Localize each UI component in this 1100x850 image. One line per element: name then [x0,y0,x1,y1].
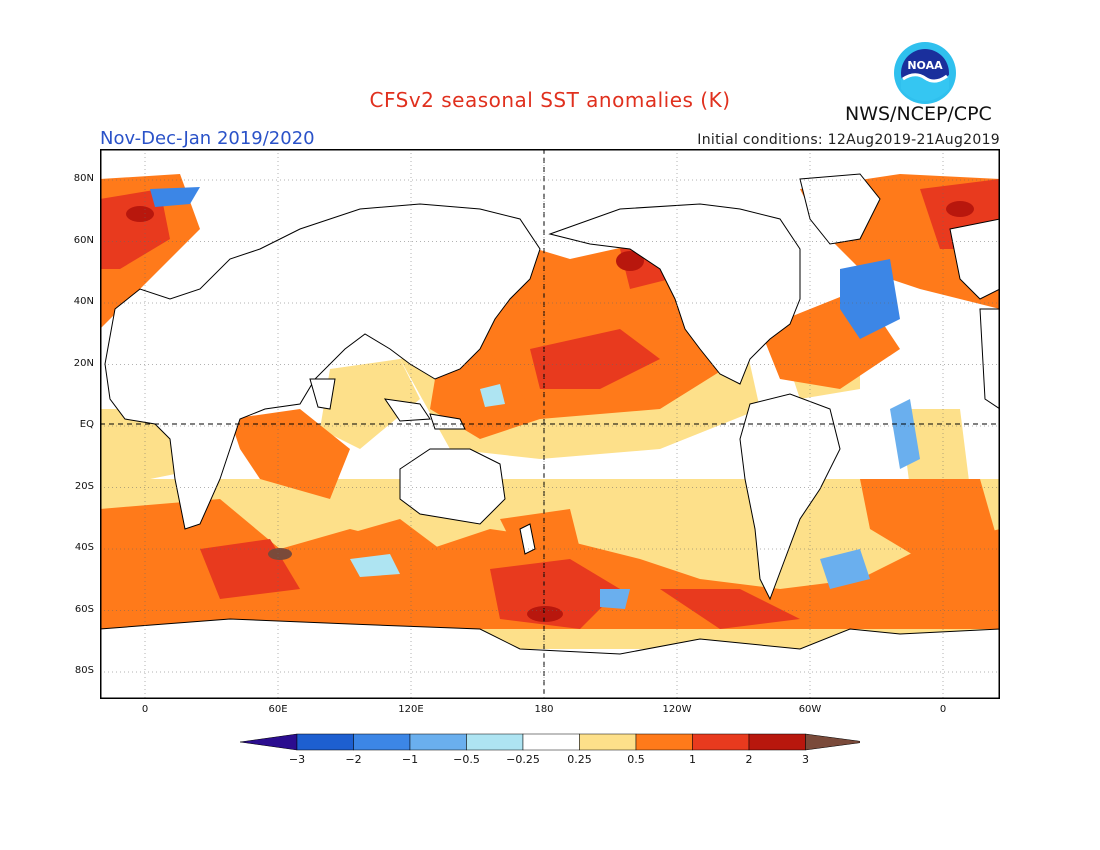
colorbar-tick-label: 2 [746,753,753,766]
longitude-label: 0 [141,704,149,715]
colorbar-bin [522,733,580,751]
longitude-label: 180 [534,704,554,715]
longitude-label: 60W [798,704,822,715]
noaa-logo: NOAA [893,41,957,105]
latitude-label: 80N [73,173,94,184]
forecast-period: Nov-Dec-Jan 2019/2020 [100,128,315,149]
latitude-label: 20N [73,357,94,369]
colorbar-bin [296,733,354,751]
colorbar-tick-label: −2 [345,753,361,766]
longitude-label: 0 [939,704,947,715]
latitude-label: 80S [74,665,94,676]
map-border [100,149,1000,699]
latitude-label: 60N [73,234,94,246]
latitude-label: 40S [74,542,94,553]
latitude-label: 20S [74,480,94,492]
colorbar-high-extension [805,733,860,751]
colorbar-tick-label: 0.5 [627,753,645,766]
latitude-label: EQ [79,419,94,430]
colorbar-bin [353,733,411,751]
colorbar-low-extension [240,733,298,751]
colorbar-bin [692,733,750,751]
colorbar-tick-label: −1 [402,753,418,766]
colorbar-tick-label: −3 [289,753,305,766]
colorbar-bin [409,733,467,751]
noaa-logo-text: NOAA [907,59,943,72]
colorbar-bin [579,733,637,751]
colorbar-tick-label: 1 [689,753,696,766]
longitude-label: 120W [662,704,692,715]
initial-conditions: Initial conditions: 12Aug2019-21Aug2019 [697,132,1000,148]
sst-anomaly-map [100,149,1000,699]
color-scale: −3 −2 −1 −0.5 −0.25 0.25 0.5 1 2 3 [240,733,860,766]
colorbar-bin [635,733,693,751]
colorbar-tick-label: 3 [802,753,809,766]
latitude-label: 60S [74,603,94,615]
land-masses [100,173,1000,699]
colorbar-tick-label: −0.5 [453,753,480,766]
longitude-label: 120E [398,704,424,715]
colorbar-bin [748,733,806,751]
latitude-label: 40N [73,296,94,307]
chart-title: CFSv2 seasonal SST anomalies (K) [369,88,731,112]
anomaly-field [100,174,1000,649]
colorbar-tick-label: 0.25 [567,753,592,766]
organization-label: NWS/NCEP/CPC [845,103,992,125]
longitude-label: 60E [268,704,288,715]
colorbar-tick-label: −0.25 [506,753,540,766]
colorbar-bin [466,733,524,751]
